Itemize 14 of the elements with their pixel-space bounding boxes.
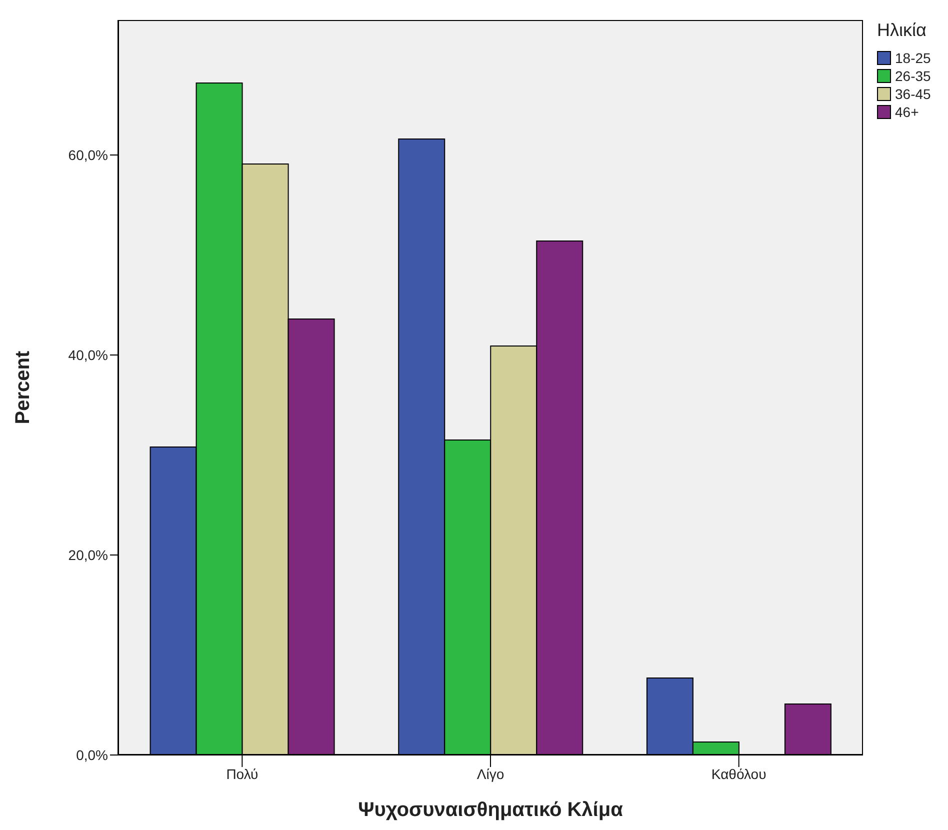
legend-label: 36-45 <box>894 85 932 103</box>
x-tick-label: Πολύ <box>226 766 258 782</box>
y-tick-label: 0,0% <box>76 746 108 763</box>
legend-label: 46+ <box>894 103 920 121</box>
legend-title: Ηλικία <box>877 20 928 41</box>
y-tick-label: 20,0% <box>68 546 108 563</box>
y-tick-label: 60,0% <box>68 146 108 163</box>
legend-label: 26-35 <box>894 67 932 85</box>
x-tick-label: Λίγο <box>476 766 504 782</box>
y-tick-label: 40,0% <box>68 346 108 363</box>
x-tick-label: Καθόλου <box>711 766 766 782</box>
x-axis-title: Ψυχοσυναισθηματικό Κλίμα <box>358 799 624 821</box>
y-axis-title: Percent <box>12 350 34 424</box>
legend-label: 18-25 <box>894 49 932 67</box>
